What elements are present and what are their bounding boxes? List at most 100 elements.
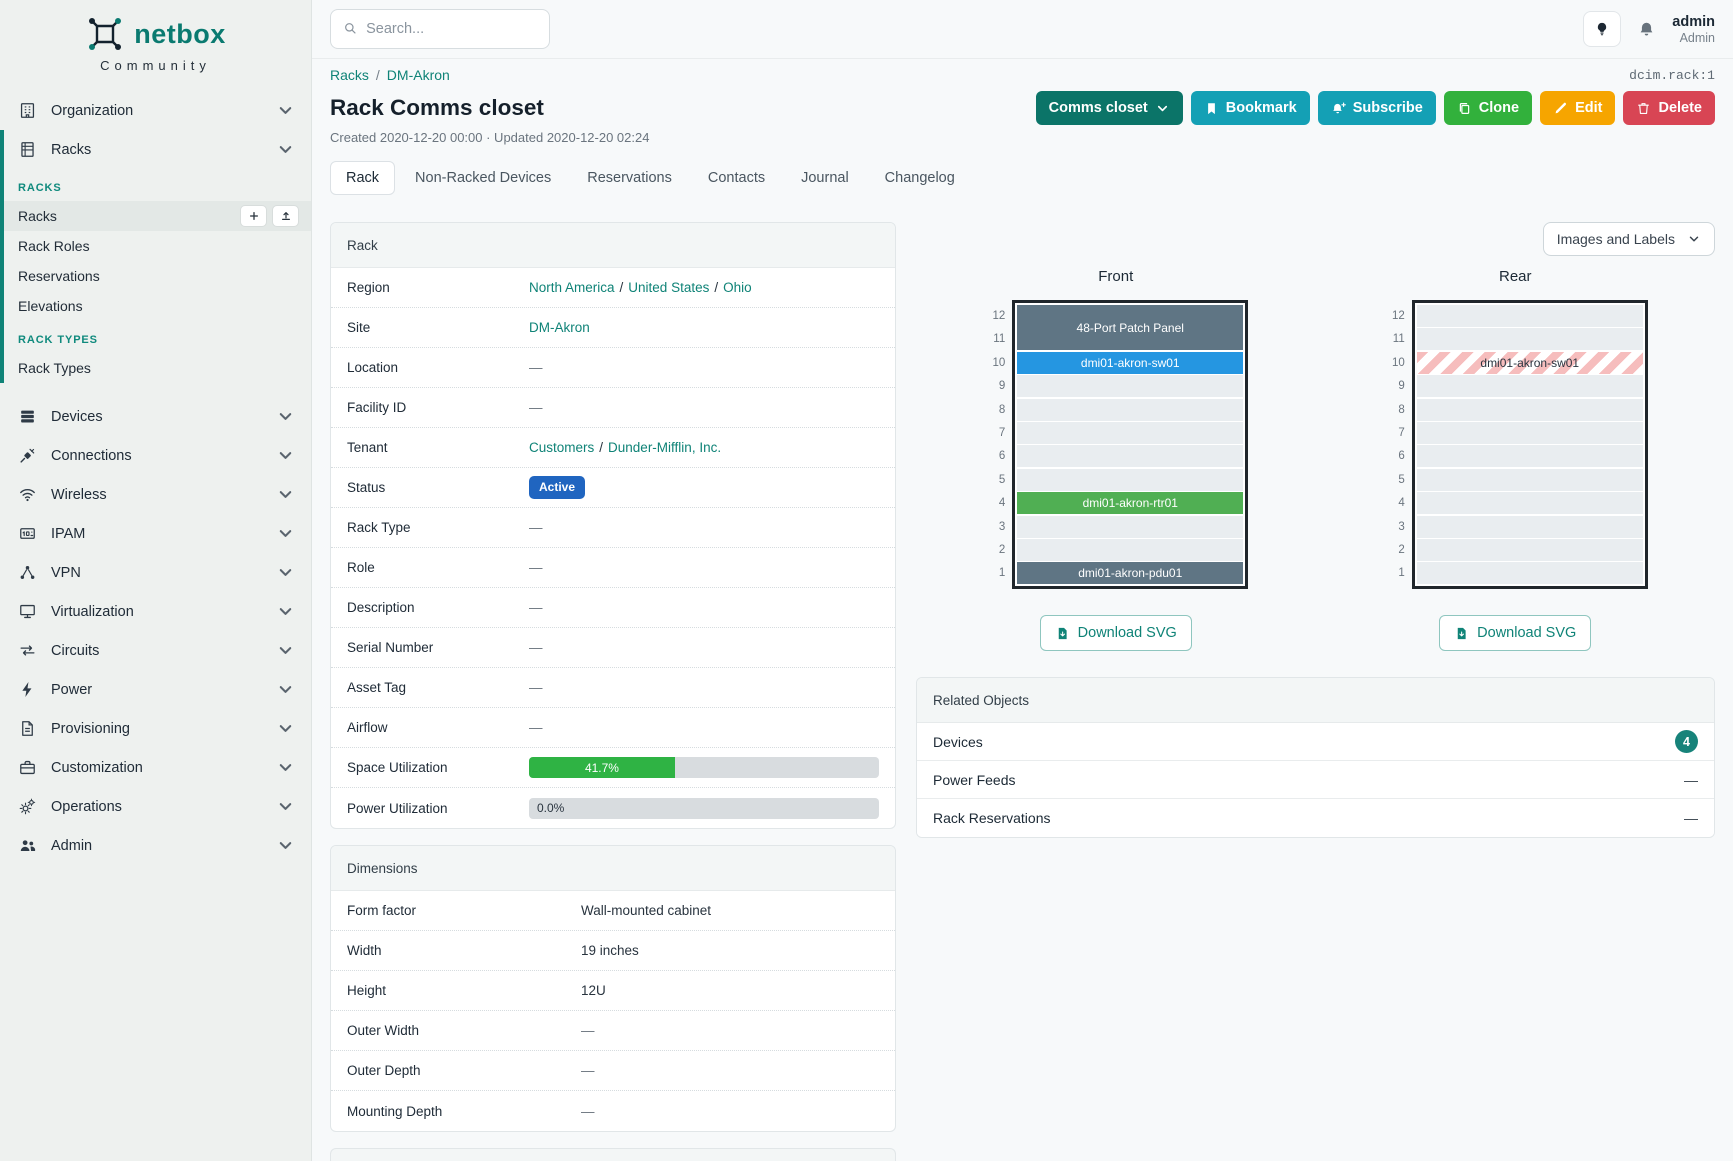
- tab-rack[interactable]: Rack: [330, 161, 396, 195]
- devices-icon: [18, 407, 37, 426]
- sidebar-expanded-racks-menu: Racks RACKS Racks Rack Roles Reservations Ele…: [0, 130, 311, 383]
- clone-button[interactable]: Clone: [1443, 91, 1533, 125]
- value-link[interactable]: Ohio: [723, 280, 752, 295]
- right-column: Images and Labels Front 12 11 10 9 8 7 6 5 4 3 2 1 4…: [916, 222, 1715, 839]
- subscribe-button[interactable]: Subscribe: [1317, 91, 1436, 125]
- left-column: Rack Region North America / United States / O…: [330, 222, 896, 1161]
- sidebar-subitem-reservations[interactable]: Reservations: [4, 261, 311, 291]
- sidebar-item-admin[interactable]: Admin: [0, 826, 311, 865]
- import-button[interactable]: [272, 205, 299, 227]
- tab-changelog[interactable]: Changelog: [884, 170, 955, 186]
- field-label: Rack Type: [347, 520, 411, 535]
- sidebar-item-devices[interactable]: Devices: [0, 397, 311, 436]
- utilization-bar: 0.0%: [529, 797, 879, 819]
- tab-non-racked-devices[interactable]: Non-Racked Devices: [415, 170, 552, 186]
- related-row-devices[interactable]: Devices 4: [917, 723, 1714, 762]
- download-svg-rear-button[interactable]: Download SVG: [1439, 615, 1592, 652]
- value-link[interactable]: North America: [529, 280, 615, 295]
- field-space-utilization: Space Utilization 41.7%: [331, 748, 895, 788]
- rack-device-dmi01-akron-rtr01[interactable]: dmi01-akron-rtr01: [1017, 492, 1244, 515]
- sidebar-item-customization[interactable]: Customization: [0, 748, 311, 787]
- related-row-rack-reservations[interactable]: Rack Reservations —: [917, 799, 1714, 838]
- rear-elevation-diagram: 12 11 10 9 8 7 6 5 4 3 2 1 dmi01-akron-sw01: [1383, 300, 1648, 590]
- user-menu[interactable]: admin Admin: [1672, 14, 1715, 45]
- sidebar-subitem-racks[interactable]: Racks: [4, 201, 311, 231]
- field-value: —: [529, 680, 879, 695]
- unit-number: 11: [1392, 333, 1405, 346]
- field-site: Site DM-Akron: [331, 308, 895, 348]
- elevation-display-mode-select[interactable]: Images and Labels: [1542, 222, 1715, 256]
- edit-button[interactable]: Edit: [1540, 91, 1616, 125]
- tab-reservations[interactable]: Reservations: [587, 170, 672, 186]
- sidebar-item-operations[interactable]: Operations: [0, 787, 311, 826]
- rename-button[interactable]: Comms closet: [1035, 91, 1183, 125]
- value-link[interactable]: Dunder-Mifflin, Inc.: [608, 440, 722, 455]
- sidebar-item-vpn[interactable]: VPN: [0, 553, 311, 592]
- field-label: Power Utilization: [347, 800, 448, 816]
- sidebar-item-label: Circuits: [51, 642, 100, 659]
- tab-contacts[interactable]: Contacts: [707, 170, 766, 186]
- count-badge: 4: [1675, 730, 1698, 754]
- sidebar-subitem-elevations[interactable]: Elevations: [4, 291, 311, 321]
- field-value: Wall-mounted cabinet: [581, 903, 879, 918]
- theme-toggle-button[interactable]: [1583, 11, 1622, 47]
- field-value: —: [529, 400, 879, 415]
- sidebar-item-label: Connections: [51, 447, 132, 464]
- field-label: Outer Depth: [347, 1063, 421, 1078]
- sidebar-item-label: Operations: [51, 798, 122, 815]
- sidebar-item-power[interactable]: Power: [0, 670, 311, 709]
- sidebar-item-ipam[interactable]: IPAM: [0, 514, 311, 553]
- add-button[interactable]: [240, 205, 267, 227]
- rack-device-dmi01-akron-sw01[interactable]: dmi01-akron-sw01: [1416, 351, 1643, 374]
- unit-number: 3: [1398, 520, 1405, 533]
- sidebar-subitem-rack-types[interactable]: Rack Types: [4, 353, 311, 383]
- sidebar-subitem-label: Racks: [18, 208, 57, 224]
- field-value: —: [529, 520, 879, 535]
- rack-unit-numbers: 12 11 10 9 8 7 6 5 4 3 2 1: [1383, 300, 1405, 589]
- field-value: Customers / Dunder-Mifflin, Inc.: [529, 440, 879, 455]
- rack-device-dmi01-akron-sw01[interactable]: dmi01-akron-sw01: [1017, 351, 1244, 374]
- sidebar-item-racks[interactable]: Racks: [4, 130, 311, 169]
- empty-value: —: [581, 1103, 595, 1119]
- unit-number: 7: [1398, 426, 1405, 439]
- customization-icon: [18, 758, 37, 777]
- bookmark-button[interactable]: Bookmark: [1190, 91, 1310, 125]
- organization-icon: [18, 101, 37, 120]
- brand[interactable]: netbox Community: [0, 0, 311, 81]
- search-input[interactable]: [366, 21, 537, 37]
- related-row-power-feeds[interactable]: Power Feeds —: [917, 761, 1714, 800]
- sidebar-item-connections[interactable]: Connections: [0, 436, 311, 475]
- delete-button[interactable]: Delete: [1623, 91, 1715, 125]
- value-link[interactable]: DM-Akron: [529, 320, 590, 335]
- sidebar-subitem-rack-roles[interactable]: Rack Roles: [4, 231, 311, 261]
- download-svg-front-button[interactable]: Download SVG: [1039, 615, 1192, 652]
- empty-value: —: [529, 640, 543, 655]
- sidebar-item-wireless[interactable]: Wireless: [0, 475, 311, 514]
- value-link[interactable]: Customers: [529, 440, 595, 455]
- sidebar-item-provisioning[interactable]: Provisioning: [0, 709, 311, 748]
- rack-device-dmi01-akron-pdu01[interactable]: dmi01-akron-pdu01: [1017, 562, 1244, 585]
- search-box[interactable]: [330, 9, 550, 49]
- button-label: Edit: [1575, 100, 1603, 116]
- breadcrumb-link-dm-akron[interactable]: DM-Akron: [386, 67, 450, 83]
- front-elevation-title: Front: [1098, 268, 1134, 285]
- breadcrumb-link-racks[interactable]: Racks: [330, 67, 369, 83]
- field-label: Tenant: [347, 440, 388, 455]
- field-outer-width: Outer Width —: [331, 1011, 895, 1051]
- rack-panel: Rack Region North America / United States / O…: [330, 222, 896, 829]
- tab-journal[interactable]: Journal: [801, 170, 849, 186]
- notifications-button[interactable]: [1637, 20, 1656, 39]
- rack-slot-empty: [1416, 492, 1643, 515]
- sidebar-item-organization[interactable]: Organization: [0, 91, 311, 130]
- utilization-label: 0.0%: [537, 801, 565, 815]
- sidebar-item-circuits[interactable]: Circuits: [0, 631, 311, 670]
- rack-device-48-port-patch-panel[interactable]: 48-Port Patch Panel: [1017, 305, 1244, 351]
- dimensions-panel-title: Dimensions: [331, 846, 895, 891]
- value-link[interactable]: United States: [628, 280, 710, 295]
- sidebar-item-virtualization[interactable]: Virtualization: [0, 592, 311, 631]
- rack-slot-empty: [1416, 305, 1643, 327]
- field-label: Outer Width: [347, 1023, 420, 1038]
- rack-slot-empty: [1416, 328, 1643, 351]
- field-value: —: [529, 560, 879, 575]
- download-svg-label: Download SVG: [1077, 625, 1177, 642]
